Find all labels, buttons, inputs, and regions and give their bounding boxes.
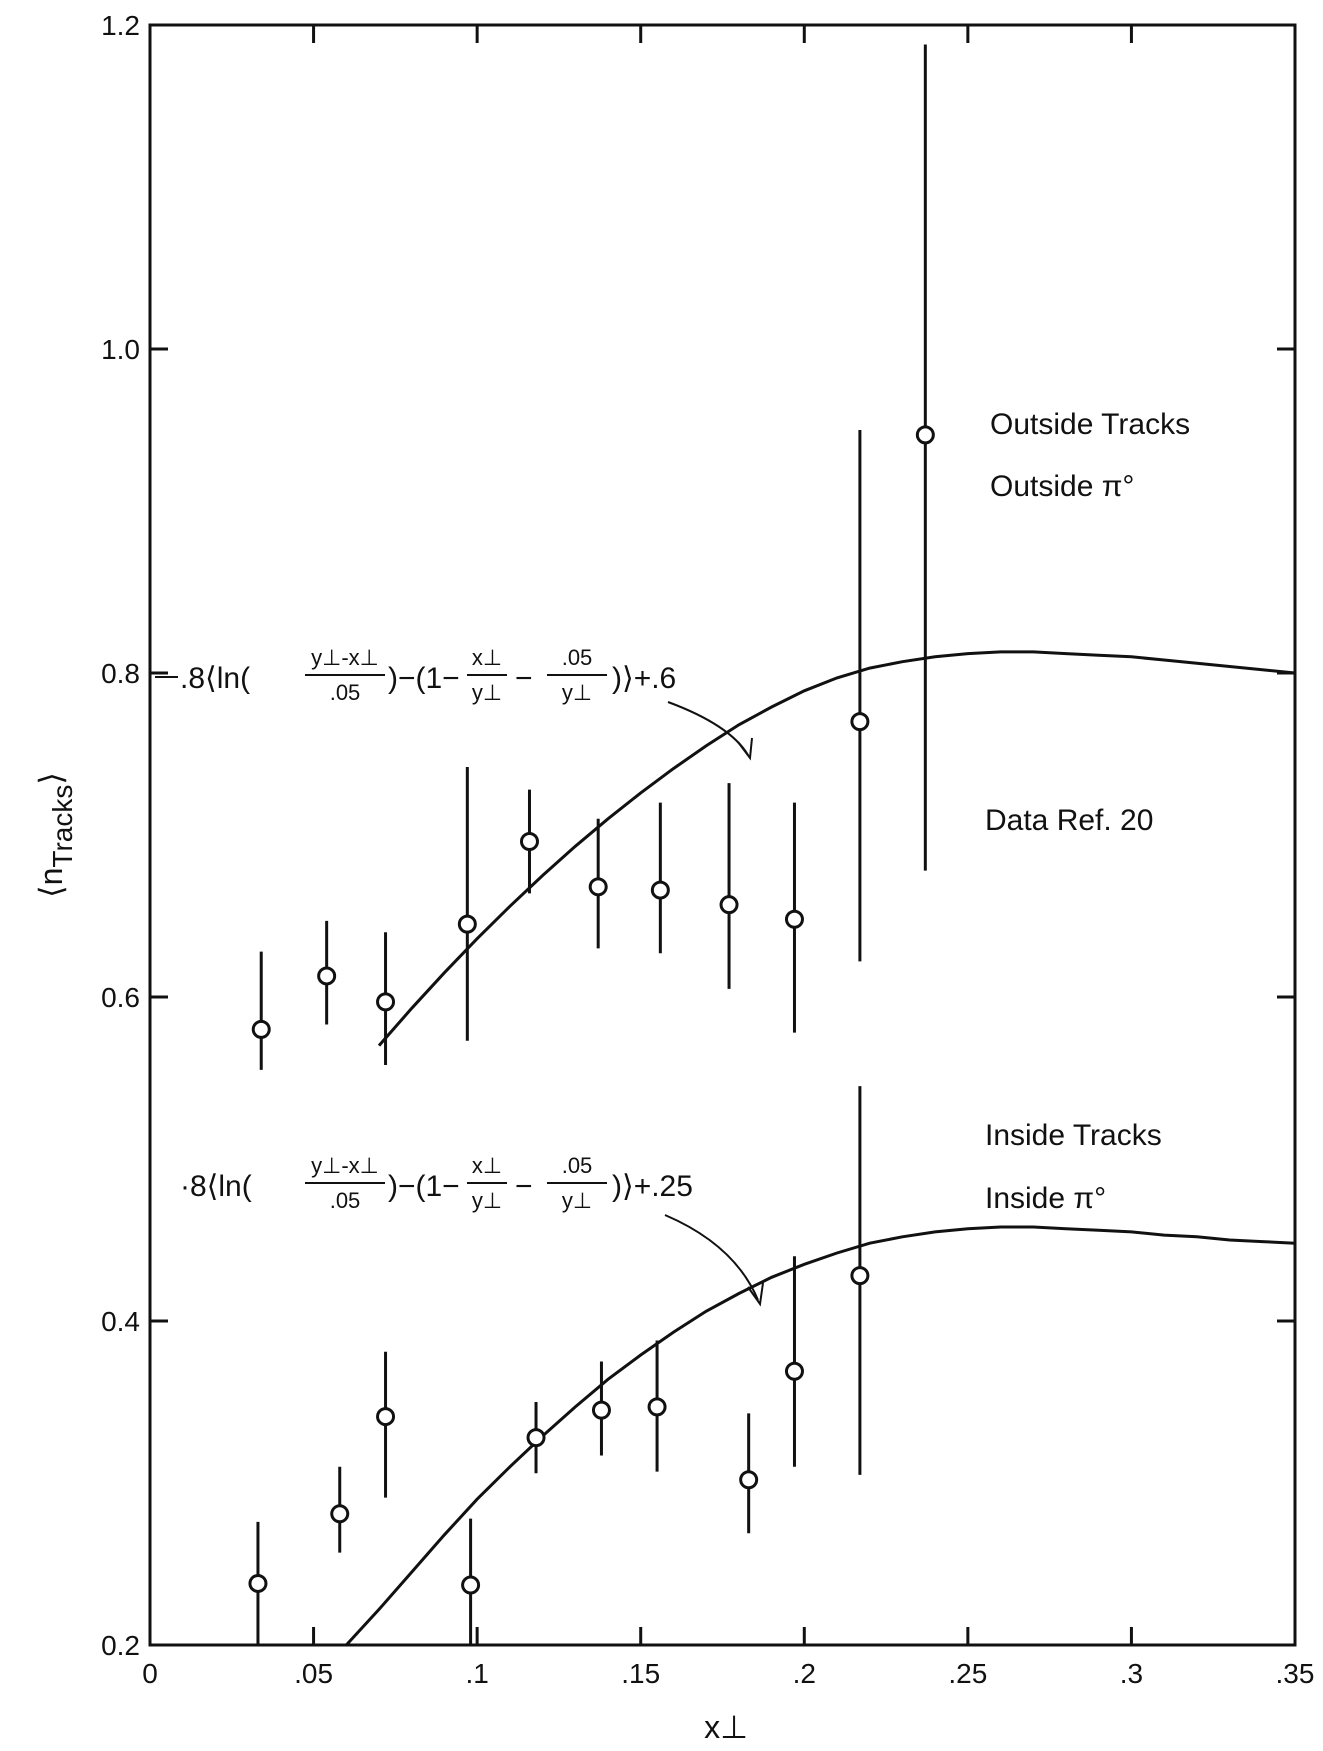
x-tick-label: .15 bbox=[621, 1658, 660, 1689]
x-tick-label: .3 bbox=[1120, 1658, 1143, 1689]
y-tick-label: 0.4 bbox=[101, 1306, 140, 1337]
data-point-inside bbox=[330, 1504, 350, 1524]
formula-inside-frac3-num: .05 bbox=[562, 1153, 593, 1178]
formula-outside-frac2-num: x⊥ bbox=[472, 645, 502, 670]
annotation-outside-pi0: Outside π° bbox=[990, 470, 1134, 503]
formula-inside-arrowhead bbox=[747, 1282, 764, 1307]
formula-inside-frac1-den: .05 bbox=[330, 1188, 361, 1213]
fit-curve-inside bbox=[345, 1225, 1296, 1647]
formula-inside-frac1-num: y⊥-x⊥ bbox=[311, 1153, 379, 1178]
data-point-outside bbox=[251, 1019, 271, 1039]
formula-outside-prefix: .8⟨ln( bbox=[180, 662, 250, 695]
annotation-inside-tracks: Inside Tracks bbox=[985, 1119, 1162, 1152]
formula-inside-frac2-num: x⊥ bbox=[472, 1153, 502, 1178]
data-point-inside bbox=[850, 1266, 870, 1286]
formula-outside-minus: − bbox=[515, 662, 533, 695]
data-point-outside bbox=[317, 966, 337, 986]
formula-inside-suffix: )⟩+.25 bbox=[612, 1170, 693, 1203]
formula-outside-mid: )−(1− bbox=[388, 662, 460, 695]
data-point-outside bbox=[784, 909, 804, 929]
formula-outside-frac1-num: y⊥-x⊥ bbox=[311, 645, 379, 670]
plot-frame bbox=[148, 23, 1297, 1647]
formula-outside-frac3-den: y⊥ bbox=[562, 680, 592, 705]
fit-curves bbox=[345, 650, 1296, 1647]
data-points bbox=[248, 44, 935, 1645]
formula-inside-frac3-den: y⊥ bbox=[562, 1188, 592, 1213]
data-point-outside bbox=[519, 831, 539, 851]
formula-outside-arrow bbox=[667, 701, 749, 756]
data-point-inside bbox=[526, 1428, 546, 1448]
formula-inside-prefix: ·8⟨ln( bbox=[180, 1170, 252, 1203]
data-point-inside bbox=[376, 1407, 396, 1427]
annotation-data-ref: Data Ref. 20 bbox=[985, 804, 1153, 837]
x-tick-label: .25 bbox=[948, 1658, 987, 1689]
annotation-outside-tracks: Outside Tracks bbox=[990, 408, 1190, 441]
data-point-outside bbox=[850, 712, 870, 732]
y-tick-label: 0.6 bbox=[101, 982, 140, 1013]
annotation-inside-pi0: Inside π° bbox=[985, 1182, 1106, 1215]
formula-inside-minus: − bbox=[515, 1170, 533, 1203]
y-axis-ticks: 0.2 0.4 0.6 0.8 1.0 1.2 bbox=[101, 10, 1295, 1661]
y-tick-label: 1.0 bbox=[101, 334, 140, 365]
x-tick-label: .05 bbox=[294, 1658, 333, 1689]
formula-outside-frac3-num: .05 bbox=[562, 645, 593, 670]
formula-outside-frac2-den: y⊥ bbox=[472, 680, 502, 705]
data-point-outside bbox=[588, 877, 608, 897]
x-axis-ticks: 0 .05 .1 .15 .2 .25 .3 .35 bbox=[142, 25, 1314, 1689]
formula-outside-frac1-den: .05 bbox=[330, 680, 361, 705]
data-point-outside bbox=[376, 992, 396, 1012]
x-tick-label: 0 bbox=[142, 1658, 158, 1689]
y-axis-label: ⟨nTracks⟩ bbox=[33, 772, 78, 898]
formula-inside-frac2-den: y⊥ bbox=[472, 1188, 502, 1213]
formula-inside: ·8⟨ln( y⊥-x⊥ .05 )−(1− x⊥ y⊥ − .05 y⊥ )⟩… bbox=[180, 1153, 764, 1307]
data-point-inside bbox=[461, 1575, 481, 1595]
data-point-outside bbox=[915, 425, 935, 445]
y-tick-label: 1.2 bbox=[101, 10, 140, 41]
x-tick-label: .2 bbox=[793, 1658, 816, 1689]
data-point-inside bbox=[739, 1470, 759, 1490]
y-axis-label-open: ⟨n bbox=[33, 868, 69, 898]
y-tick-label: 0.2 bbox=[101, 1630, 140, 1661]
svg-text:⟨nTracks⟩: ⟨nTracks⟩ bbox=[33, 772, 78, 898]
y-axis-label-sub: Tracks bbox=[47, 785, 78, 868]
x-tick-label: .35 bbox=[1276, 1658, 1315, 1689]
y-tick-label: 0.8 bbox=[101, 658, 140, 689]
formula-inside-mid: )−(1− bbox=[388, 1170, 460, 1203]
x-tick-label: .1 bbox=[465, 1658, 488, 1689]
fit-curve-outside bbox=[377, 650, 1296, 1047]
x-axis-label: x⊥ bbox=[704, 1709, 748, 1745]
y-axis-label-close: ⟩ bbox=[33, 772, 69, 784]
formula-inside-arrow bbox=[664, 1214, 759, 1301]
formula-outside-arrowhead bbox=[737, 737, 753, 761]
formula-outside: .8⟨ln( y⊥-x⊥ .05 )−(1− x⊥ y⊥ − .05 y⊥ )⟩… bbox=[155, 645, 753, 761]
data-point-inside bbox=[591, 1400, 611, 1420]
data-point-inside bbox=[647, 1397, 667, 1417]
formula-outside-suffix: )⟩+.6 bbox=[612, 662, 676, 695]
data-point-outside bbox=[650, 880, 670, 900]
data-point-outside bbox=[457, 914, 477, 934]
data-point-inside bbox=[784, 1361, 804, 1381]
data-point-outside bbox=[719, 895, 739, 915]
data-point-inside bbox=[248, 1573, 268, 1593]
